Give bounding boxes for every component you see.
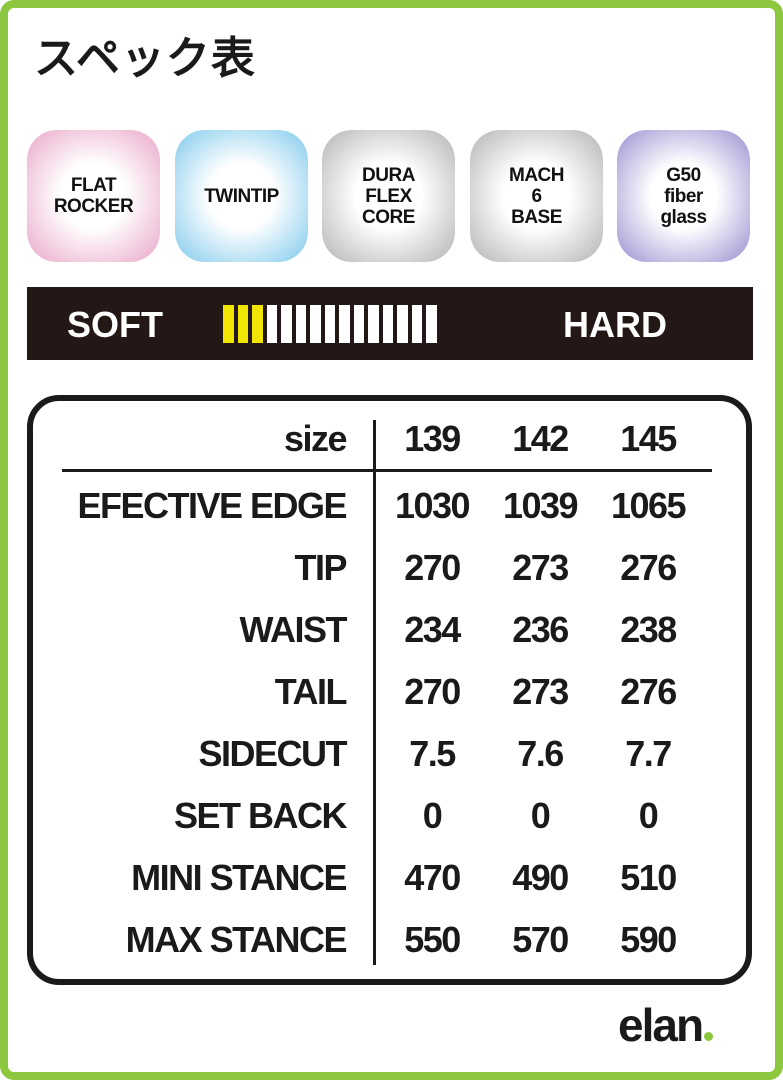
cell-value: 270: [404, 671, 461, 712]
cell-value: 510: [620, 857, 677, 898]
row-label: SIDECUT: [198, 733, 347, 774]
flex-hard-label: HARD: [563, 304, 667, 345]
flex-segment: [295, 305, 306, 343]
flex-segment: [339, 305, 350, 343]
cell-value: 234: [404, 609, 461, 650]
elan-logo: elan: [618, 998, 714, 1052]
flex-segment: [382, 305, 393, 343]
cell-value: 145: [620, 418, 677, 459]
table-row: SIDECUT 7.5 7.6 7.7: [0, 733, 783, 783]
flex-segment: [397, 305, 408, 343]
table-row: SET BACK 0 0 0: [0, 795, 783, 845]
cell-value: 0: [530, 795, 551, 836]
logo-text: elan: [618, 999, 704, 1051]
cell-value: 276: [620, 547, 677, 588]
feature-badge: G50 fiber glass: [617, 130, 750, 262]
row-label: TAIL: [274, 671, 348, 712]
cell-value: 0: [638, 795, 659, 836]
table-header-row: size 139 142 145: [0, 418, 783, 468]
flex-segment: [281, 305, 292, 343]
cell-value: 0: [422, 795, 443, 836]
flex-segment: [324, 305, 335, 343]
table-column-divider: [373, 420, 376, 965]
table-row: TIP 270 273 276: [0, 547, 783, 597]
row-label: TIP: [294, 547, 347, 588]
cell-value: 1039: [502, 485, 579, 526]
flex-segment: [411, 305, 422, 343]
flex-soft-label: SOFT: [67, 304, 163, 345]
row-label: MAX STANCE: [125, 919, 348, 960]
cell-value: 273: [512, 547, 569, 588]
spec-table: [27, 395, 752, 985]
cell-value: 273: [512, 671, 569, 712]
flex-segment-active: [237, 305, 248, 343]
cell-value: 550: [404, 919, 461, 960]
cell-value: 238: [620, 609, 677, 650]
table-row: MINI STANCE 470 490 510: [0, 857, 783, 907]
cell-value: 142: [512, 418, 569, 459]
row-label: MINI STANCE: [131, 857, 347, 898]
row-label: EFECTIVE EDGE: [77, 485, 347, 526]
cell-value: 1065: [610, 485, 687, 526]
feature-badge: FLAT ROCKER: [27, 130, 160, 262]
cell-value: 470: [404, 857, 461, 898]
table-row: WAIST 234 236 238: [0, 609, 783, 659]
flex-segment-active: [252, 305, 263, 343]
flex-rating-bar: SOFT HARD: [27, 287, 753, 360]
row-label: SET BACK: [173, 795, 348, 836]
row-label: size: [283, 418, 348, 459]
feature-badge: DURA FLEX CORE: [322, 130, 455, 262]
cell-value: 590: [620, 919, 677, 960]
table-header-divider: [62, 469, 712, 472]
cell-value: 139: [404, 418, 461, 459]
cell-value: 1030: [394, 485, 471, 526]
flex-segment: [310, 305, 321, 343]
cell-value: 276: [620, 671, 677, 712]
cell-value: 490: [512, 857, 569, 898]
cell-value: 270: [404, 547, 461, 588]
cell-value: 236: [512, 609, 569, 650]
flex-segment: [266, 305, 277, 343]
cell-value: 7.5: [409, 733, 456, 774]
flex-segment: [368, 305, 379, 343]
flex-segment-active: [223, 305, 234, 343]
table-row: TAIL 270 273 276: [0, 671, 783, 721]
page-title: スペック表: [34, 33, 256, 84]
cell-value: 7.6: [517, 733, 564, 774]
cell-value: 570: [512, 919, 569, 960]
cell-value: 7.7: [625, 733, 672, 774]
table-row: MAX STANCE 550 570 590: [0, 919, 783, 969]
table-row: EFECTIVE EDGE 1030 1039 1065: [0, 485, 783, 535]
flex-segment: [353, 305, 364, 343]
flex-segment: [426, 305, 437, 343]
logo-dot: [704, 1032, 714, 1041]
flex-scale: [223, 305, 437, 343]
feature-badge: TWINTIP: [175, 130, 308, 262]
row-label: WAIST: [239, 609, 348, 650]
feature-badge: MACH 6 BASE: [470, 130, 603, 262]
